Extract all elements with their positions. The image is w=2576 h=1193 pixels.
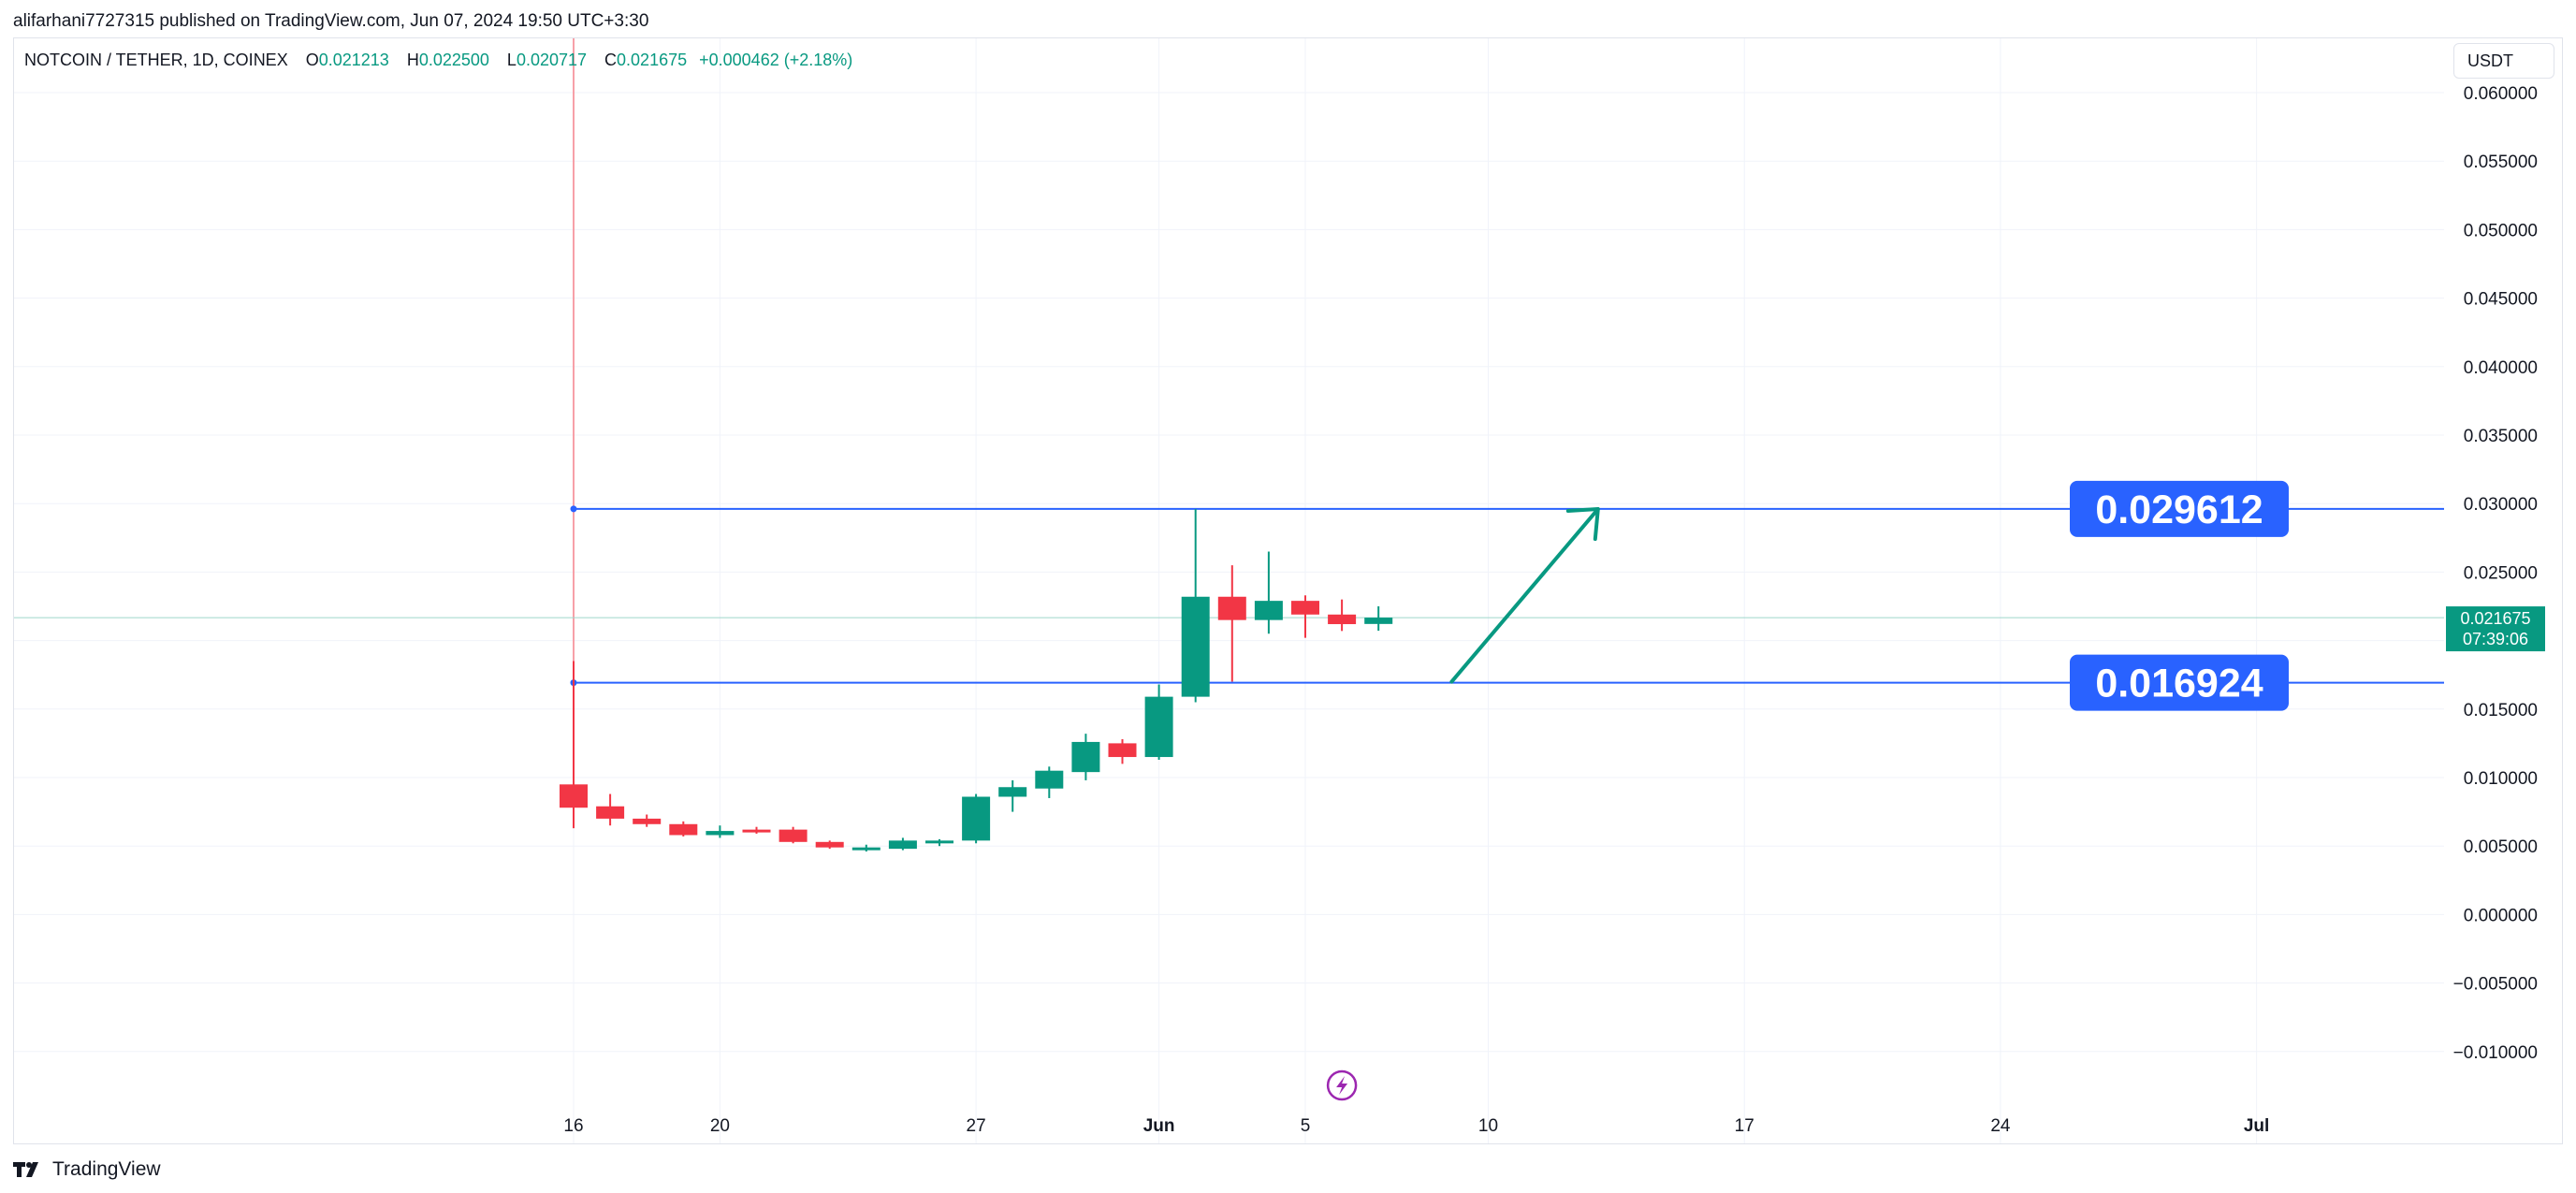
- level-label-box: [2070, 654, 2289, 711]
- candles-layer: [560, 509, 1393, 852]
- level-label: 0.029612: [2095, 487, 2263, 532]
- y-tick-label: 0.015000: [2464, 701, 2538, 720]
- candle-body: [888, 840, 917, 850]
- candle-body: [1071, 741, 1100, 773]
- candle-body: [962, 796, 991, 841]
- candle-body: [596, 806, 625, 819]
- arrow-head: [1565, 507, 1600, 542]
- x-tick-label: 27: [967, 1116, 986, 1136]
- candle-body: [851, 847, 880, 851]
- x-tick-label: 10: [1478, 1116, 1498, 1136]
- footer-brand: TradingView: [52, 1158, 161, 1180]
- y-tick-label: 0.035000: [2464, 427, 2538, 446]
- x-tick-label: 5: [1301, 1116, 1311, 1136]
- low-value: 0.020717: [516, 51, 588, 69]
- open-value: 0.021213: [318, 51, 389, 69]
- candle-body: [815, 841, 844, 848]
- grid-lines: [14, 38, 2444, 1143]
- y-tick-label: 0.000000: [2464, 906, 2538, 925]
- candle-body: [1144, 696, 1173, 758]
- tradingview-logo-icon: [13, 1162, 38, 1177]
- close-key: C: [604, 51, 618, 69]
- y-tick-label: 0.040000: [2464, 358, 2538, 378]
- y-tick-label: −0.005000: [2453, 975, 2538, 995]
- y-tick-label: 0.045000: [2464, 290, 2538, 310]
- low-key: L: [506, 51, 517, 69]
- countdown-label: 07:39:06: [2463, 630, 2528, 648]
- y-tick-label: 0.025000: [2464, 563, 2538, 583]
- candle-body: [706, 831, 735, 836]
- candle-body: [1181, 596, 1210, 697]
- candle-body: [1328, 614, 1357, 625]
- close-value: 0.021675: [617, 51, 688, 69]
- candle-body: [925, 840, 953, 844]
- annotations-layer: 0.029612 0.016924: [1326, 480, 2289, 1101]
- symbol-legend: NOTCOIN / TETHER, 1D, COINEX O0.021213 H…: [24, 51, 852, 70]
- candle-body: [560, 784, 588, 808]
- x-tick-label: 16: [563, 1116, 583, 1136]
- candle-body: [1254, 601, 1283, 620]
- x-tick-label: Jun: [1143, 1116, 1175, 1136]
- y-tick-label: 0.005000: [2464, 837, 2538, 857]
- change-value: +0.000462 (+2.18%): [699, 51, 853, 69]
- lightning-bolt-icon: [1336, 1076, 1348, 1095]
- level-label-box: [2070, 480, 2289, 537]
- high-value: 0.022500: [418, 51, 489, 69]
- candle-body: [779, 829, 808, 842]
- x-tick-label: 17: [1735, 1116, 1754, 1136]
- candle-body: [1217, 596, 1246, 620]
- published-line: alifarhani7727315 published on TradingVi…: [13, 11, 649, 31]
- currency-unit-label: USDT: [2467, 51, 2513, 70]
- footer: TradingView: [13, 1158, 161, 1181]
- level-label: 0.016924: [2095, 662, 2263, 706]
- x-axis[interactable]: 16 20 27 Jun 5 10 17 24 Jul: [563, 1116, 2269, 1136]
- x-tick-label: 24: [1990, 1116, 2011, 1136]
- high-key: H: [406, 51, 419, 69]
- chart-frame: [13, 37, 2563, 1144]
- candle-body: [633, 818, 662, 824]
- y-tick-label: −0.010000: [2453, 1043, 2538, 1063]
- y-tick-label: 0.055000: [2464, 153, 2538, 172]
- candle-body: [742, 829, 771, 833]
- arrow-shaft: [1449, 507, 1600, 684]
- candle-body: [1108, 743, 1137, 758]
- level-anchor-dot: [570, 505, 577, 513]
- y-axis[interactable]: 0.060000 0.055000 0.050000 0.045000 0.040000…: [2446, 84, 2545, 1063]
- current-price-label: 0.021675: [2460, 609, 2530, 628]
- y-tick-label: 0.010000: [2464, 769, 2538, 789]
- y-tick-label: 0.050000: [2464, 221, 2538, 240]
- candle-body: [998, 787, 1027, 797]
- candle-body: [669, 823, 698, 836]
- x-tick-label: Jul: [2244, 1116, 2269, 1136]
- candle-body: [1364, 618, 1393, 624]
- currency-unit-button[interactable]: USDT: [2453, 43, 2554, 79]
- candle-body: [1035, 770, 1064, 789]
- y-tick-label: 0.060000: [2464, 84, 2538, 104]
- x-tick-label: 20: [710, 1116, 730, 1136]
- candle-body: [1291, 601, 1319, 615]
- current-price-tag: [2446, 606, 2545, 652]
- y-tick-label: 0.030000: [2464, 495, 2538, 515]
- open-key: O: [305, 51, 319, 69]
- symbol-name[interactable]: NOTCOIN / TETHER, 1D, COINEX: [24, 51, 288, 69]
